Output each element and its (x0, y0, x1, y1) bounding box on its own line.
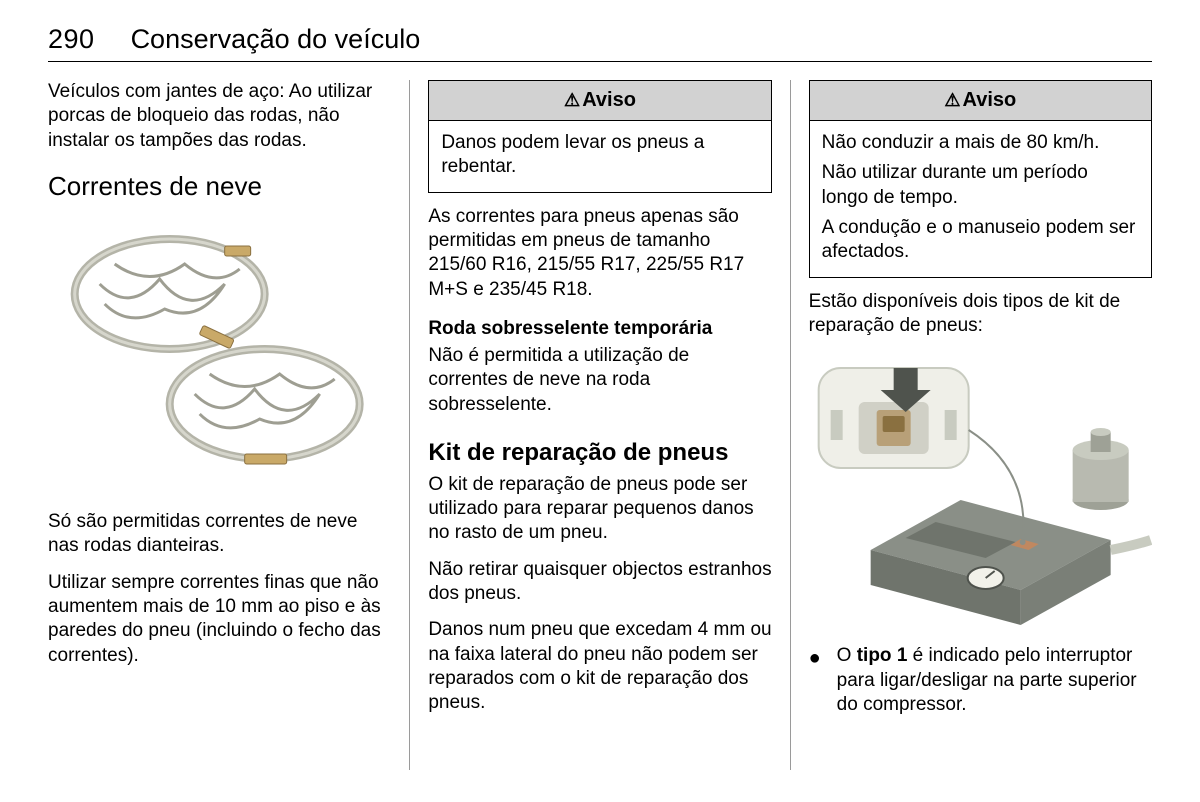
warning-1-label: Aviso (582, 89, 636, 111)
warning-2-l2: Não utilizar durante um período longo de… (822, 161, 1139, 210)
col1-p2: Utilizar sempre correntes finas que não … (48, 571, 391, 668)
col3-bullet-text: O tipo 1 é indicado pelo interruptor par… (837, 644, 1152, 717)
warning-triangle-icon: ⚠ (944, 90, 960, 110)
warning-box-1: ⚠Aviso Danos podem levar os pneus a rebe… (428, 80, 771, 193)
col2-h3-repair-kit: Kit de reparação de pneus (428, 439, 771, 467)
page-number: 290 (48, 24, 95, 55)
columns: Veículos com jantes de aço: Ao utilizar … (48, 80, 1152, 770)
col2-p4: Não retirar quaisquer objectos estranhos… (428, 558, 771, 607)
col1-intro: Veículos com jantes de aço: Ao utilizar … (48, 80, 391, 153)
col2-p1: As correntes para pneus apenas são permi… (428, 205, 771, 302)
warning-1-body: Danos podem levar os pneus a rebentar. (429, 121, 770, 192)
col1-p1: Só são permitidas correntes de neve nas … (48, 510, 391, 559)
bullet-dot-icon: ● (809, 644, 837, 717)
compressor-svg (809, 350, 1152, 630)
snow-chains-illustration (48, 214, 391, 494)
col3-bullet: ● O tipo 1 é indicado pelo interruptor p… (809, 644, 1152, 717)
page-header: 290 Conservação do veículo (48, 24, 1152, 62)
compressor-illustration (809, 350, 1152, 630)
warning-2-body: Não conduzir a mais de 80 km/h. Não util… (810, 121, 1151, 277)
warning-2-l3: A condução e o manuseio podem ser afecta… (822, 216, 1139, 265)
column-3: ⚠Aviso Não conduzir a mais de 80 km/h. N… (790, 80, 1152, 770)
column-1: Veículos com jantes de aço: Ao utilizar … (48, 80, 409, 770)
warning-2-label: Aviso (963, 89, 1017, 111)
bullet-pre: O (837, 645, 857, 666)
col2-p2: Não é permitida a utilização de corrente… (428, 344, 771, 417)
col2-p3: O kit de reparação de pneus pode ser uti… (428, 473, 771, 546)
warning-1-header: ⚠Aviso (429, 81, 770, 121)
col3-p1: Estão disponíveis dois tipos de kit de r… (809, 290, 1152, 339)
warning-1-text: Danos podem levar os pneus a rebentar. (441, 131, 758, 180)
warning-2-l1: Não conduzir a mais de 80 km/h. (822, 131, 1139, 155)
bullet-bold: tipo 1 (857, 645, 908, 666)
warning-triangle-icon: ⚠ (564, 90, 580, 110)
column-2: ⚠Aviso Danos podem levar os pneus a rebe… (409, 80, 789, 770)
col2-p5: Danos num pneu que excedam 4 mm ou na fa… (428, 618, 771, 715)
warning-box-2: ⚠Aviso Não conduzir a mais de 80 km/h. N… (809, 80, 1152, 278)
snow-chains-svg (48, 214, 391, 494)
col2-h4-spare: Roda sobresselente temporária (428, 318, 771, 340)
col1-heading-snow-chains: Correntes de neve (48, 171, 391, 202)
warning-2-header: ⚠Aviso (810, 81, 1151, 121)
page-title: Conservação do veículo (131, 24, 421, 55)
